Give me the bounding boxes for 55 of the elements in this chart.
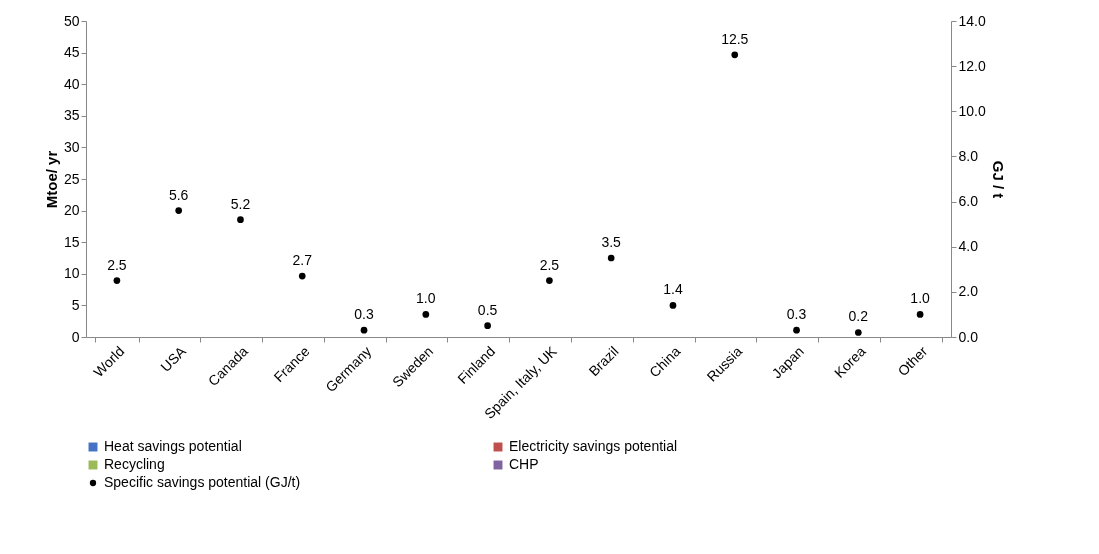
legend-label: Heat savings potential (104, 438, 242, 454)
y2-tick-label: 14.0 (958, 12, 986, 29)
y-tick-label: 0 (71, 328, 80, 345)
point (237, 216, 244, 223)
data-label: 12.5 (721, 30, 749, 47)
data-label: 0.5 (477, 301, 498, 318)
y-tick-label: 20 (63, 202, 80, 219)
y-tick-label: 25 (63, 170, 80, 187)
y2-tick-label: 2.0 (958, 283, 979, 300)
y2-tick-label: 10.0 (958, 102, 986, 119)
point (422, 311, 430, 318)
data-label: 3.5 (601, 234, 622, 250)
y2-tick-label: 0.0 (958, 328, 979, 345)
data-label: 0.3 (354, 306, 374, 323)
y-tick-label: 35 (63, 107, 80, 124)
y-tick-label: 30 (63, 138, 80, 155)
point (298, 272, 306, 280)
point (484, 322, 491, 330)
legend-label: Electricity savings potential (509, 438, 678, 454)
y-tick-label: 10 (63, 265, 80, 282)
data-label: 0.2 (848, 308, 869, 325)
point (731, 51, 739, 59)
legend-label: CHP (509, 456, 539, 472)
legend-label: Recycling (104, 456, 165, 472)
data-label: 2.5 (107, 256, 127, 273)
legend-label: Specific savings potential (GJ/t) (104, 474, 301, 490)
x-tick-label: USA (157, 342, 190, 375)
data-label: 2.7 (292, 252, 313, 269)
y2-axis-title: GJ / t (989, 160, 1007, 199)
point (854, 329, 862, 336)
point (360, 326, 368, 334)
point (793, 326, 800, 334)
y-tick-label: 5 (71, 296, 80, 313)
data-label: 0.3 (786, 306, 807, 323)
y2-tick-label: 12.0 (958, 57, 986, 74)
point (546, 277, 553, 284)
data-label: 1.0 (416, 290, 436, 307)
data-label: 1.4 (663, 281, 683, 298)
y2-tick-label: 4.0 (958, 238, 979, 255)
data-label: 2.5 (539, 256, 560, 273)
point (669, 302, 677, 309)
y2-tick-label: 6.0 (958, 193, 979, 210)
y-tick-label: 45 (63, 44, 80, 61)
point (607, 254, 615, 262)
y-tick-label: 15 (63, 233, 80, 250)
data-label: 1.0 (910, 290, 931, 307)
y-tick-label: 40 (63, 75, 80, 92)
data-label: 5.6 (168, 186, 189, 203)
y-tick-label: 50 (63, 12, 80, 29)
y-axis-title: Mtoe/ yr (42, 150, 60, 209)
point (113, 277, 121, 284)
data-label: 5.2 (230, 195, 251, 212)
y2-tick-label: 8.0 (958, 147, 979, 164)
point (175, 207, 183, 214)
point (916, 311, 924, 318)
